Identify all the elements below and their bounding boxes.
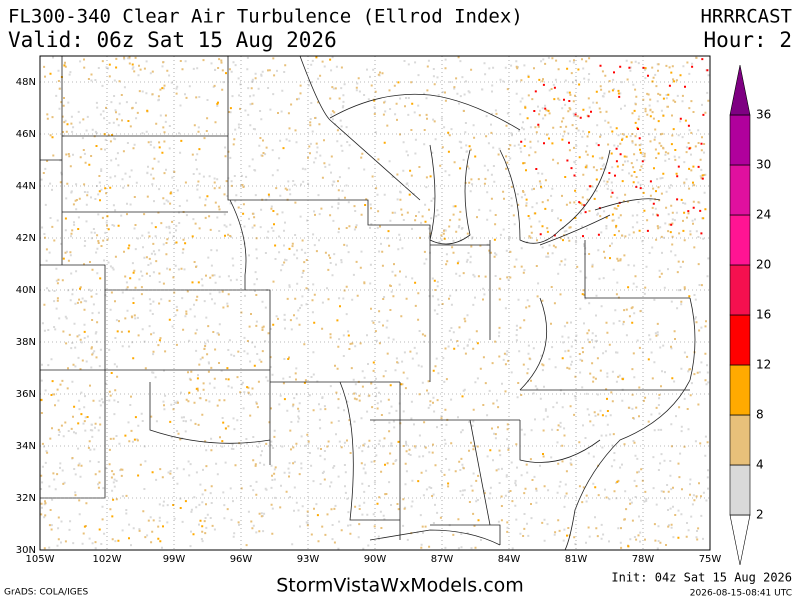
colorbar-label: 30 — [756, 158, 771, 172]
turbulence-speckle — [40, 56, 710, 550]
colorbar-label: 2 — [756, 508, 764, 522]
map-frame — [39, 55, 711, 551]
colorbar-segment — [729, 114, 751, 166]
lat-label: 36N — [16, 389, 36, 400]
colorbar-segment — [729, 214, 751, 266]
colorbar-segment — [729, 364, 751, 416]
colorbar-label: 8 — [756, 408, 764, 422]
colorbar-label: 24 — [756, 208, 771, 222]
colorbar-segment — [729, 164, 751, 216]
lon-label: 84W — [498, 554, 521, 565]
colorbar-label: 20 — [756, 258, 771, 272]
lon-label: 78W — [632, 554, 655, 565]
lon-label: 93W — [297, 554, 320, 565]
colorbar-label: 4 — [756, 458, 764, 472]
lon-label: 75W — [699, 554, 722, 565]
lat-label: 40N — [16, 285, 36, 296]
lat-label: 42N — [16, 233, 36, 244]
colorbar-segment — [729, 314, 751, 366]
state-borders — [40, 55, 690, 545]
turbulence-speckle — [40, 56, 707, 548]
lat-label: 30N — [16, 545, 36, 556]
colorbar-label: 36 — [756, 108, 771, 122]
lake-shorelines — [329, 93, 661, 246]
lat-label: 46N — [16, 129, 36, 140]
valid-time: Valid: 06z Sat 15 Aug 2026 — [8, 28, 337, 52]
lat-label: 38N — [16, 337, 36, 348]
lon-label: 87W — [431, 554, 454, 565]
lat-label: 34N — [16, 441, 36, 452]
colorbar-segment — [729, 464, 751, 516]
lat-label: 44N — [16, 181, 36, 192]
site-name: StormVistaWxModels.com — [276, 575, 524, 597]
colorbar-segment — [729, 414, 751, 466]
lat-label: 32N — [16, 493, 36, 504]
coastline — [369, 297, 696, 551]
lon-label: 105W — [26, 554, 55, 565]
lon-label: 102W — [93, 554, 122, 565]
graticule — [40, 56, 710, 550]
lat-label: 48N — [16, 77, 36, 88]
colorbar-segment — [729, 514, 751, 566]
model-name: HRRRCAST — [700, 6, 792, 28]
turbulence-speckle — [520, 58, 709, 238]
borders — [40, 55, 696, 551]
colorbar-label: 12 — [756, 358, 771, 372]
colorbar-segment — [729, 264, 751, 316]
lon-label: 90W — [364, 554, 387, 565]
grads-credit: GrADS: COLA/IGES — [4, 588, 88, 598]
turbulence-field — [40, 56, 710, 550]
lon-label: 81W — [565, 554, 588, 565]
init-time: Init: 04z Sat 15 Aug 2026 — [611, 571, 792, 585]
colorbar-segment — [729, 64, 751, 116]
lon-label: 99W — [163, 554, 186, 565]
colorbar-label: 16 — [756, 308, 771, 322]
timestamp: 2026-08-15-08:41 UTC — [690, 589, 792, 599]
lon-label: 96W — [230, 554, 253, 565]
forecast-hour: Hour: 2 — [703, 28, 792, 52]
title: FL300-340 Clear Air Turbulence (Ellrod I… — [8, 6, 523, 28]
turbulence-speckle — [40, 56, 710, 550]
